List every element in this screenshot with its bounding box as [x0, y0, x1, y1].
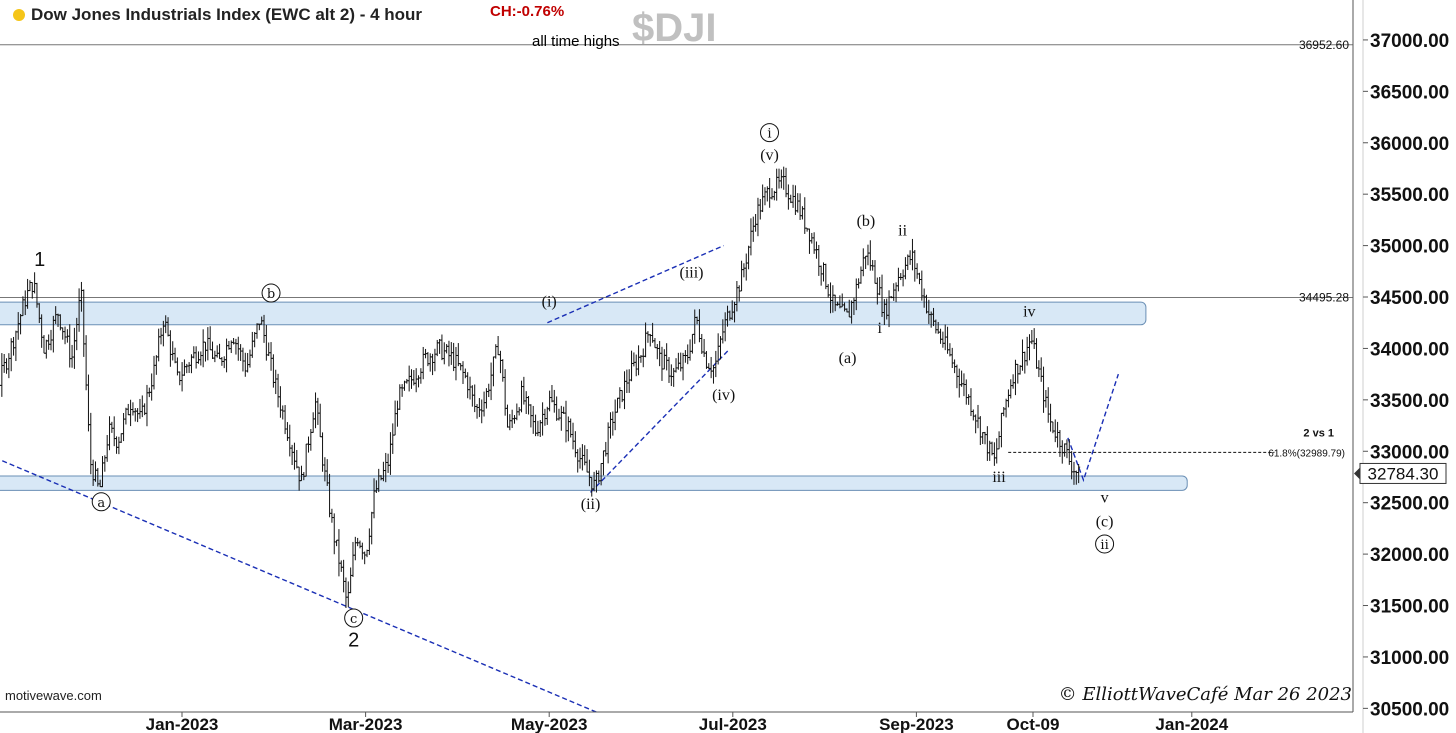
- wave-circle-20: [1095, 534, 1115, 554]
- price-pointer: [1354, 467, 1360, 480]
- source-watermark: motivewave.com: [5, 688, 102, 703]
- trendline-1: [0, 459, 598, 712]
- wave-label-17: iii: [992, 469, 1006, 486]
- x-tick-label-4: Jul-2023: [699, 715, 767, 733]
- wave-label-1: 1: [34, 249, 45, 271]
- y-tick-label-2: 31000.00: [1370, 648, 1449, 669]
- ath-annotation: all time highs: [532, 33, 620, 50]
- price-label: 32784.30: [1368, 464, 1439, 483]
- wave-label-4: c: [350, 612, 357, 627]
- x-tick-label-6: Oct-09: [1007, 715, 1060, 733]
- copyright-notice: © ElliottWaveCafé Mar 26 2023: [1058, 684, 1352, 705]
- x-tick-label-3: May-2023: [511, 715, 588, 733]
- y-tick-label-12: 36000.00: [1370, 134, 1449, 155]
- wave-label-20: ii: [1100, 538, 1108, 553]
- y-tick-label-1: 30500.00: [1370, 699, 1449, 720]
- fib-label: 61.8%(32989.79): [1268, 448, 1345, 459]
- trendline-2: [547, 244, 724, 324]
- wave-label-5: 2: [348, 630, 359, 652]
- level-label-2: 34495.28: [1299, 291, 1349, 305]
- trendline-3: [590, 350, 729, 493]
- wave-label-3: b: [267, 287, 275, 302]
- y-tick-label-9: 34500.00: [1370, 288, 1449, 309]
- x-tick-label-5: Sep-2023: [879, 715, 954, 733]
- wave-label-11: (v): [760, 147, 779, 164]
- change-readout: CH:-0.76%: [490, 3, 565, 20]
- y-tick-label-7: 33500.00: [1370, 391, 1449, 412]
- y-tick-label-3: 31500.00: [1370, 597, 1449, 618]
- wave-label-19: (c): [1096, 513, 1114, 530]
- wave-label-8: (iii): [679, 264, 703, 281]
- wave-label-14: (a): [839, 350, 857, 367]
- wave-label-12: (b): [857, 213, 876, 230]
- wave-label-2: a: [97, 496, 105, 511]
- wave-label-16: iv: [1023, 304, 1035, 321]
- y-tick-label-10: 35000.00: [1370, 237, 1449, 258]
- wave-label-18: v: [1101, 490, 1109, 507]
- wave-label-15: i: [877, 320, 882, 337]
- zone-1: [0, 301, 1147, 326]
- y-tick-label-6: 33000.00: [1370, 442, 1449, 463]
- ohlc-bars: [0, 166, 1081, 609]
- y-tick-label-5: 32500.00: [1370, 494, 1449, 515]
- status-dot-icon: [13, 9, 25, 21]
- y-tick-label-8: 34000.00: [1370, 339, 1449, 360]
- x-tick-label-2: Mar-2023: [329, 715, 403, 733]
- trendline-4: [1067, 373, 1120, 483]
- wave-circle-2: [91, 492, 111, 512]
- x-tick-label-7: Jan-2024: [1155, 715, 1228, 733]
- y-tick-label-11: 35500.00: [1370, 185, 1449, 206]
- wave-circle-3: [261, 283, 281, 303]
- wave-label-6: (i): [542, 293, 557, 310]
- fib-note: 2 vs 1: [1303, 427, 1334, 439]
- wave-label-7: (ii): [581, 496, 601, 513]
- wave-label-10: i: [767, 127, 771, 142]
- y-tick-label-13: 36500.00: [1370, 82, 1449, 103]
- wave-circle-10: [760, 123, 780, 143]
- chart-title: Dow Jones Industrials Index (EWC alt 2) …: [31, 5, 423, 24]
- level-label-1: 36952.60: [1299, 38, 1349, 52]
- symbol-watermark: $DJI: [632, 6, 717, 50]
- y-tick-label-14: 37000.00: [1370, 31, 1449, 52]
- y-tick-label-4: 32000.00: [1370, 545, 1449, 566]
- wave-label-13: ii: [898, 222, 907, 239]
- wave-circle-4: [344, 608, 364, 628]
- x-tick-label-1: Jan-2023: [146, 715, 219, 733]
- chart-title-bar: Dow Jones Industrials Index (EWC alt 2) …: [0, 0, 422, 30]
- wave-label-9: (iv): [712, 387, 735, 404]
